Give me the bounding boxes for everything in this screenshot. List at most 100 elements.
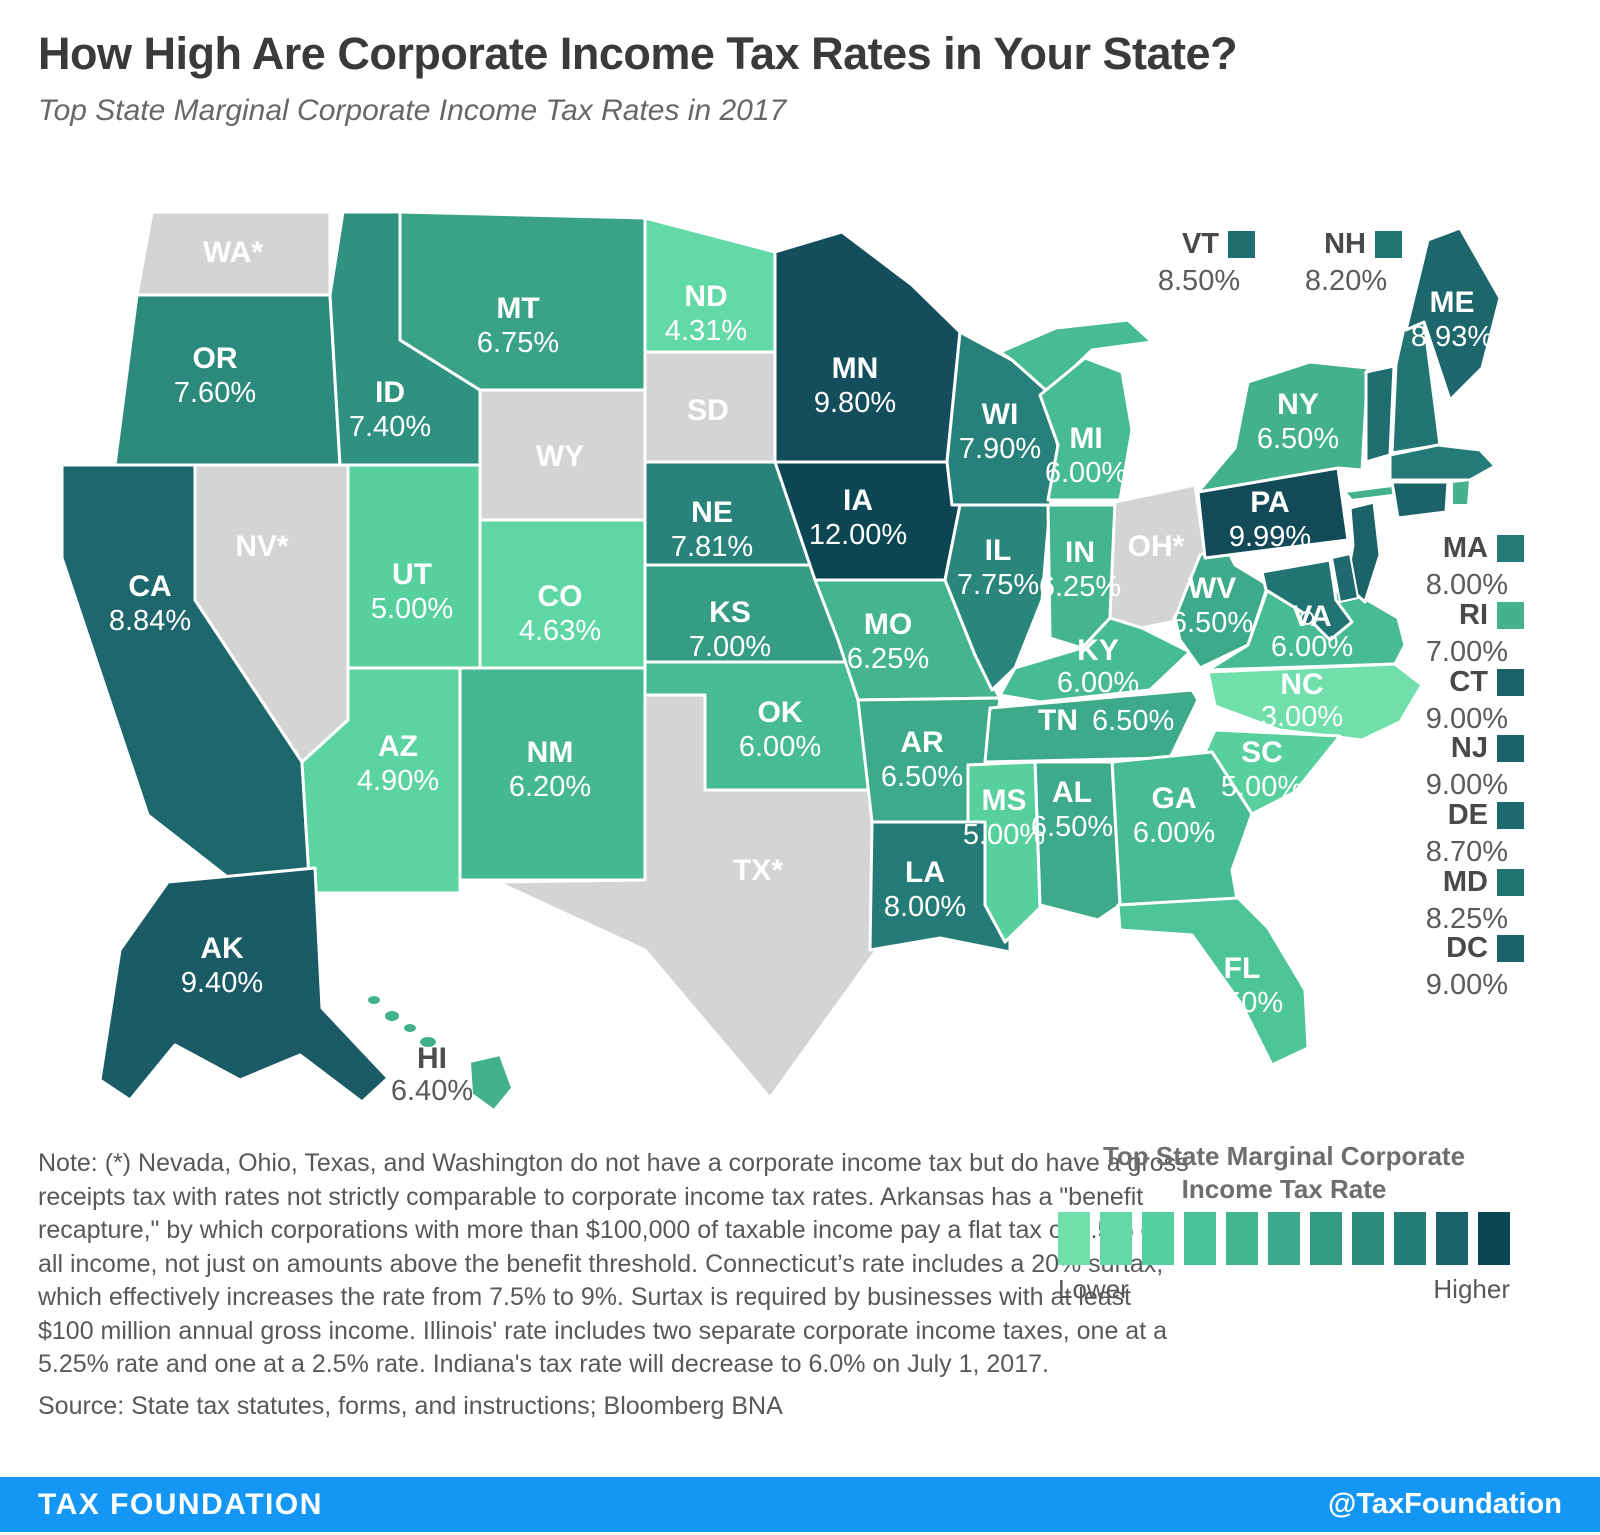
state-ca-label: CA <box>128 570 171 603</box>
callout-md-rate: 8.25% <box>1425 903 1508 935</box>
brand-logo: TAX FOUNDATION <box>38 1487 323 1521</box>
footnote: Note: (*) Nevada, Ohio, Texas, and Washi… <box>38 1147 1189 1382</box>
callout-nh: NH 8.20% <box>1290 228 1402 298</box>
state-shapes <box>60 210 1502 1111</box>
callout-de-rate: 8.70% <box>1425 836 1508 868</box>
state-mo-label: MO <box>864 608 912 641</box>
state-ms-rate: 5.00% <box>963 819 1045 851</box>
callout-dc-abbr: DC <box>1446 932 1488 964</box>
state-co-label: CO <box>538 580 583 613</box>
callout-de-swatch <box>1497 802 1524 829</box>
state-la-rate: 8.00% <box>884 891 966 923</box>
state-hi-island-2 <box>383 1009 401 1023</box>
state-va-rate: 6.00% <box>1271 631 1353 663</box>
legend-swatch-1 <box>1058 1212 1090 1265</box>
callout-dc: DC 9.00% <box>1412 932 1524 1002</box>
callout-de: DE 8.70% <box>1412 799 1524 869</box>
callout-ma: MA 8.00% <box>1412 532 1524 602</box>
state-mi-shape <box>1038 356 1134 502</box>
callout-nj-rate: 9.00% <box>1425 769 1508 801</box>
state-tn-rate: 6.50% <box>1092 705 1174 737</box>
state-nd-label: ND <box>684 280 727 313</box>
state-il-label: IL <box>985 534 1012 567</box>
legend-lower-label: Lower <box>1058 1274 1129 1304</box>
state-wi-label: WI <box>982 398 1019 431</box>
state-ct-shape <box>1390 480 1450 520</box>
callout-ct-rate: 9.00% <box>1425 703 1508 735</box>
state-mn-label: MN <box>832 352 879 385</box>
state-mn-shape <box>773 230 962 464</box>
state-ky-label: KY <box>1077 634 1119 667</box>
state-mn-rate: 9.80% <box>814 387 896 419</box>
state-wv-rate: 6.50% <box>1171 607 1253 639</box>
state-ok-label: OK <box>758 696 803 729</box>
state-labels: WA* OR 7.60% CA 8.84% NV* ID 7.40% MT 6.… <box>109 236 1493 1107</box>
state-nv-label: NV* <box>235 530 289 563</box>
callout-nj-row: NJ <box>1412 732 1524 765</box>
legend-swatch-10 <box>1436 1212 1468 1265</box>
state-hi-rate: 6.40% <box>391 1075 473 1107</box>
state-ca-rate: 8.84% <box>109 605 191 637</box>
state-ok-rate: 6.00% <box>739 731 821 763</box>
legend-swatch-7 <box>1310 1212 1342 1265</box>
state-sc-rate: 5.00% <box>1221 771 1303 803</box>
state-tx-label: TX* <box>733 854 783 887</box>
state-ak-rate: 9.40% <box>181 967 263 999</box>
state-md-shape <box>1260 558 1354 642</box>
state-mt-rate: 6.75% <box>477 327 559 359</box>
state-ia-label: IA <box>843 484 873 517</box>
state-fl-label: FL <box>1224 952 1261 985</box>
state-hi-island-4 <box>418 1035 438 1049</box>
callout-ri-abbr: RI <box>1459 599 1488 631</box>
state-ga-rate: 6.00% <box>1133 817 1215 849</box>
callout-ri-rate: 7.00% <box>1425 636 1508 668</box>
state-az-rate: 4.90% <box>357 765 439 797</box>
state-hi-label: HI <box>417 1042 447 1075</box>
state-hi-island-3 <box>402 1022 418 1034</box>
state-hi-island-1 <box>366 994 382 1006</box>
footnote-line-2: receipts tax with rates not strictly com… <box>38 1182 1144 1211</box>
state-mt-label: MT <box>496 292 539 325</box>
callout-ri-row: RI <box>1412 599 1524 632</box>
state-oh-label: OH* <box>1128 530 1185 563</box>
callout-nh-rate: 8.20% <box>1304 265 1388 297</box>
state-de-shape <box>1331 553 1359 603</box>
state-tn-shape <box>983 688 1200 764</box>
state-il-rate: 7.75% <box>957 569 1039 601</box>
state-tn-label: TN <box>1038 704 1078 737</box>
callout-ma-abbr: MA <box>1442 532 1488 564</box>
state-nm-label: NM <box>527 736 574 769</box>
callout-dc-swatch <box>1497 935 1524 962</box>
source-line: Source: State tax statutes, forms, and i… <box>38 1392 783 1420</box>
state-mi-label: MI <box>1069 422 1102 455</box>
state-pa-label: PA <box>1250 486 1289 519</box>
callout-md-row: MD <box>1412 866 1524 899</box>
state-sd-label: SD <box>687 394 729 427</box>
state-ga-label: GA <box>1152 782 1197 815</box>
state-hi-island-5 <box>469 1054 513 1111</box>
state-me-shape <box>1404 226 1502 402</box>
callout-ct-abbr: CT <box>1449 666 1488 698</box>
footnote-line-1: Note: (*) Nevada, Ohio, Texas, and Washi… <box>38 1149 1189 1177</box>
footnote-line-5: which effectively increases the rate fro… <box>38 1283 1132 1311</box>
legend-swatch-8 <box>1352 1212 1384 1265</box>
state-ms-label: MS <box>982 784 1027 817</box>
state-id-rate: 7.40% <box>349 411 431 443</box>
callout-ri-swatch <box>1497 602 1524 629</box>
callout-nh-swatch <box>1375 231 1402 258</box>
callout-md-swatch <box>1497 869 1524 896</box>
state-wa-label: WA* <box>203 236 263 269</box>
state-mi-rate: 6.00% <box>1045 457 1127 489</box>
state-ky-shape <box>998 616 1192 704</box>
callout-vt-abbr: VT <box>1181 228 1219 260</box>
page-title: How High Are Corporate Income Tax Rates … <box>38 28 1238 79</box>
state-dc-shape <box>1300 611 1314 625</box>
state-az-label: AZ <box>378 730 418 763</box>
callout-de-row: DE <box>1412 799 1524 832</box>
callout-vt: VT 8.50% <box>1143 228 1255 298</box>
callout-ma-row: MA <box>1412 532 1524 565</box>
legend-color-ramp <box>1058 1212 1510 1265</box>
state-co-rate: 4.63% <box>519 615 601 647</box>
